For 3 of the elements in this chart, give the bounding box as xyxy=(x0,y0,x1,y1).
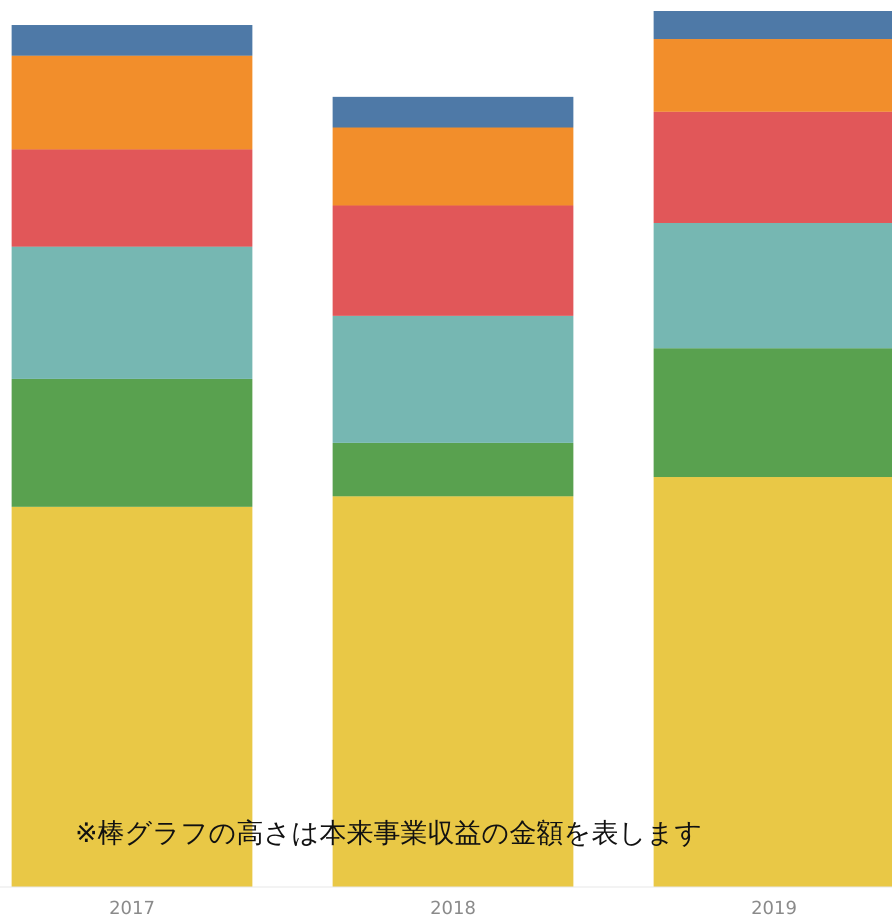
x-tick-label: 2017 xyxy=(109,898,155,918)
x-tick-label: 2019 xyxy=(751,898,797,918)
x-tick-label: 2018 xyxy=(430,898,476,918)
